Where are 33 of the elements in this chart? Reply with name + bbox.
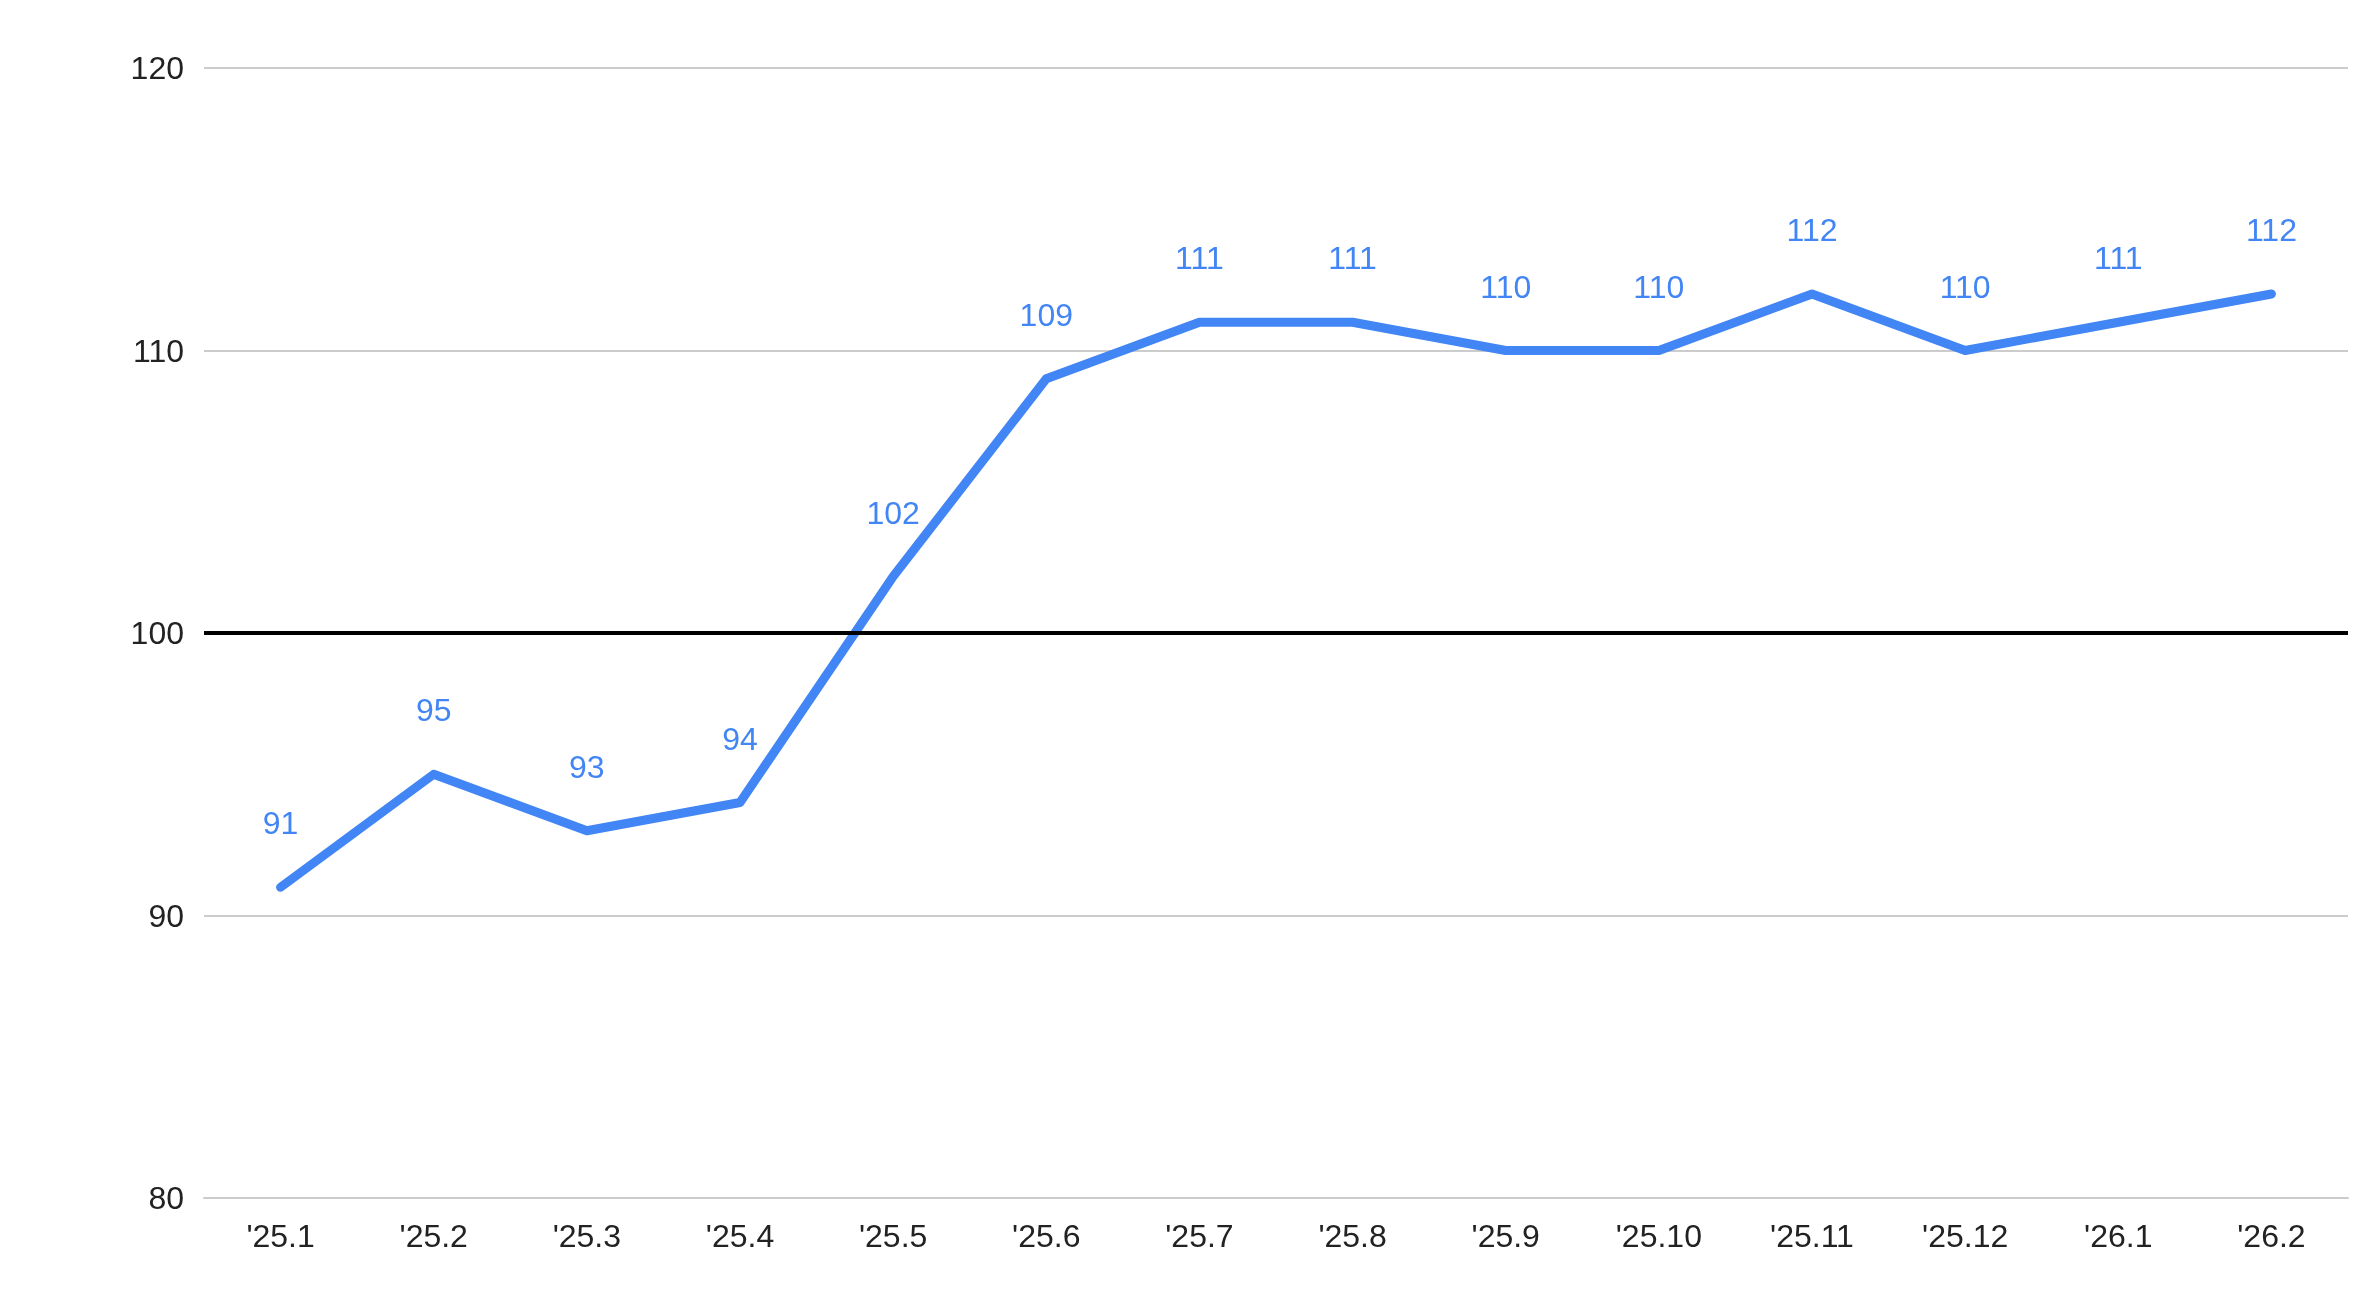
- data-label: 102: [866, 494, 920, 531]
- x-tick-label: '26.1: [2084, 1218, 2153, 1254]
- x-tick-label: '26.2: [2237, 1218, 2306, 1254]
- data-label: 111: [2093, 240, 2143, 277]
- x-tick-label: '25.3: [552, 1218, 622, 1254]
- data-label: 109: [1019, 296, 1073, 333]
- y-tick-label: 100: [130, 615, 184, 651]
- data-label: 110: [1480, 268, 1532, 305]
- data-label: 111: [1175, 240, 1224, 277]
- x-tick-label: '25.2: [399, 1218, 468, 1254]
- data-label: 93: [569, 748, 605, 785]
- data-label: 91: [262, 805, 299, 842]
- x-tick-label: '25.10: [1615, 1218, 1702, 1254]
- data-label: 95: [415, 692, 452, 729]
- y-tick-label: 90: [148, 897, 184, 934]
- x-tick-label: '25.1: [246, 1218, 315, 1254]
- x-tick-label: '25.6: [1012, 1218, 1081, 1254]
- data-label: 110: [1633, 268, 1685, 305]
- y-tick-label: 110: [132, 332, 184, 369]
- x-tick-label: '25.11: [1770, 1218, 1854, 1254]
- x-tick-label: '25.12: [1922, 1218, 2009, 1254]
- data-label: 111: [1328, 240, 1377, 277]
- data-label: 110: [1939, 268, 1991, 305]
- x-tick-label: '25.5: [858, 1218, 928, 1254]
- y-tick-label: 120: [130, 50, 184, 86]
- data-label: 112: [1786, 212, 1838, 248]
- data-label: 112: [2245, 212, 2297, 248]
- y-tick-label: 80: [148, 1180, 184, 1216]
- x-tick-label: '25.9: [1471, 1218, 1540, 1254]
- x-tick-label: '25.7: [1165, 1218, 1234, 1254]
- x-tick-label: '25.8: [1318, 1218, 1387, 1254]
- data-label: 94: [722, 720, 758, 757]
- x-tick-label: '25.4: [705, 1218, 775, 1254]
